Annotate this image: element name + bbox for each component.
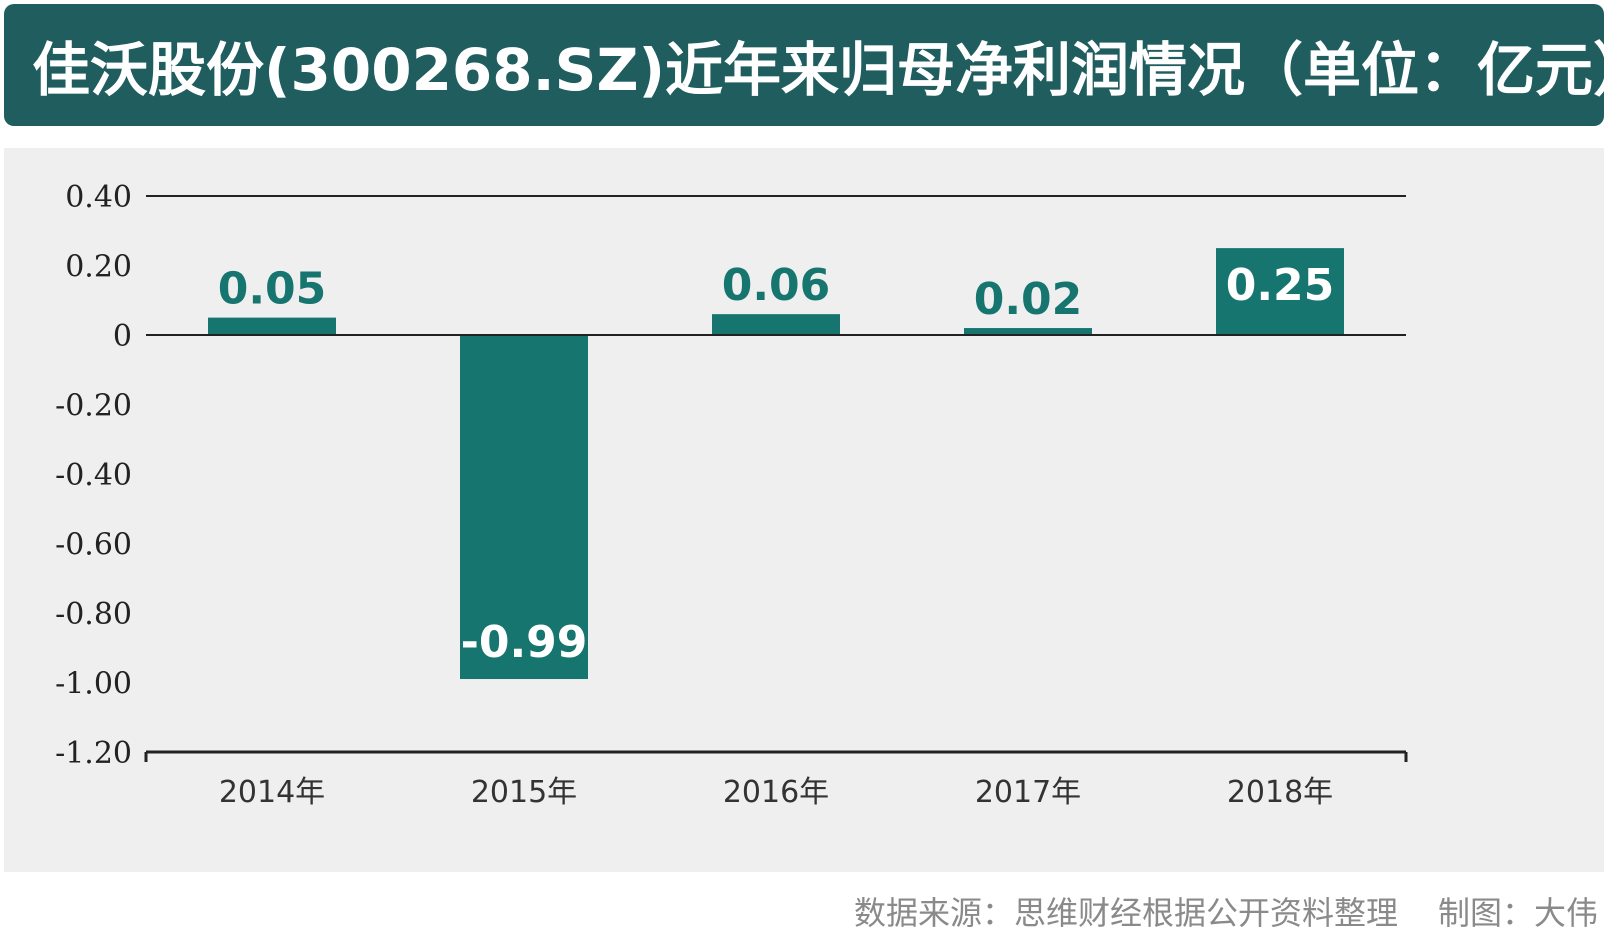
- footer: 数据来源：思维财经根据公开资料整理 制图：大伟: [854, 888, 1598, 934]
- y-tick-label: -0.80: [55, 597, 132, 632]
- bar-2016年: [712, 314, 840, 335]
- bar-value-label: 0.02: [974, 274, 1083, 325]
- y-tick-label: 0: [113, 319, 132, 354]
- x-category-label: 2014年: [219, 775, 325, 810]
- x-category-label: 2016年: [723, 775, 829, 810]
- bar-value-label: 0.06: [722, 260, 831, 311]
- x-category-label: 2015年: [471, 775, 577, 810]
- bar-2015年: [460, 335, 588, 680]
- x-category-label: 2018年: [1227, 775, 1333, 810]
- y-tick-label: 0.40: [65, 180, 132, 215]
- y-tick-label: -1.20: [55, 736, 132, 771]
- y-tick-label: 0.20: [65, 250, 132, 285]
- y-tick-label: -0.60: [55, 528, 132, 563]
- bar-2014年: [208, 317, 336, 335]
- y-tick-label: -1.00: [55, 667, 132, 702]
- chart-title: 佳沃股份(300268.SZ)近年来归母净利润情况（单位：亿元）: [32, 36, 1608, 104]
- bar-2018年: [1216, 248, 1344, 335]
- bar-value-label: 0.05: [218, 264, 327, 315]
- bar-value-label: -0.99: [461, 617, 588, 668]
- chart-title-bar: 佳沃股份(300268.SZ)近年来归母净利润情况（单位：亿元）: [4, 4, 1608, 126]
- data-source-note: 数据来源：思维财经根据公开资料整理: [853, 894, 1398, 932]
- bar-2017年: [964, 328, 1092, 335]
- x-category-label: 2017年: [975, 775, 1081, 810]
- chart-author-note: 制图：大伟: [1437, 894, 1598, 932]
- y-tick-label: -0.40: [55, 458, 132, 493]
- bar-value-label: 0.25: [1226, 260, 1335, 311]
- y-tick-label: -0.20: [55, 389, 132, 424]
- bar-chart: 0.40 0.20 0 -0.20 -0.40 -0.60 -0.80 -1.00 -1.20 2…: [55, 180, 1408, 810]
- chart-panel: 0.40 0.20 0 -0.20 -0.40 -0.60 -0.80 -1.00 -1.20 2…: [4, 148, 1604, 872]
